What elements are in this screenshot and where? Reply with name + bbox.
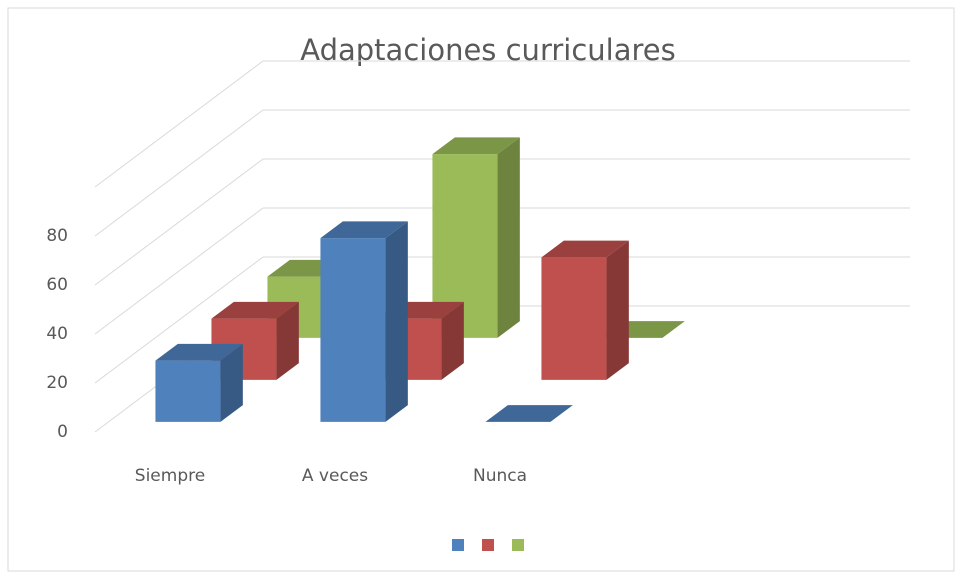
bar-top [432,137,520,155]
x-tick-label: Nunca [473,466,527,486]
x-tick-label: Siempre [135,466,205,486]
bar-side [606,240,629,380]
grid-line [94,207,264,335]
grid-line [94,109,264,237]
bar-side [497,137,520,338]
chart-title: Adaptaciones curriculares [300,33,675,67]
bar-side [220,343,243,422]
bar-side [276,301,299,380]
x-tick-label: A veces [302,466,368,486]
bar-top [320,221,408,239]
bar-front [320,238,386,422]
legend-swatch [512,539,524,551]
bar-top [541,240,629,258]
y-tick-label: 20 [46,373,68,393]
bar-front [432,154,498,338]
y-tick-label: 80 [46,226,68,246]
grid-line [94,60,264,188]
bar-top [211,301,299,319]
bar-side [441,301,464,380]
bar-front [155,360,221,422]
bar-side [385,221,408,422]
bar-top [485,405,573,422]
y-tick-label: 0 [57,422,68,442]
grid-line [94,158,264,286]
grid-line [94,256,264,384]
y-tick-label: 60 [46,275,68,295]
legend-swatch [482,539,494,551]
bar-front [541,257,607,380]
legend-swatch [452,539,464,551]
bar-top [155,343,243,361]
y-tick-label: 40 [46,324,68,344]
